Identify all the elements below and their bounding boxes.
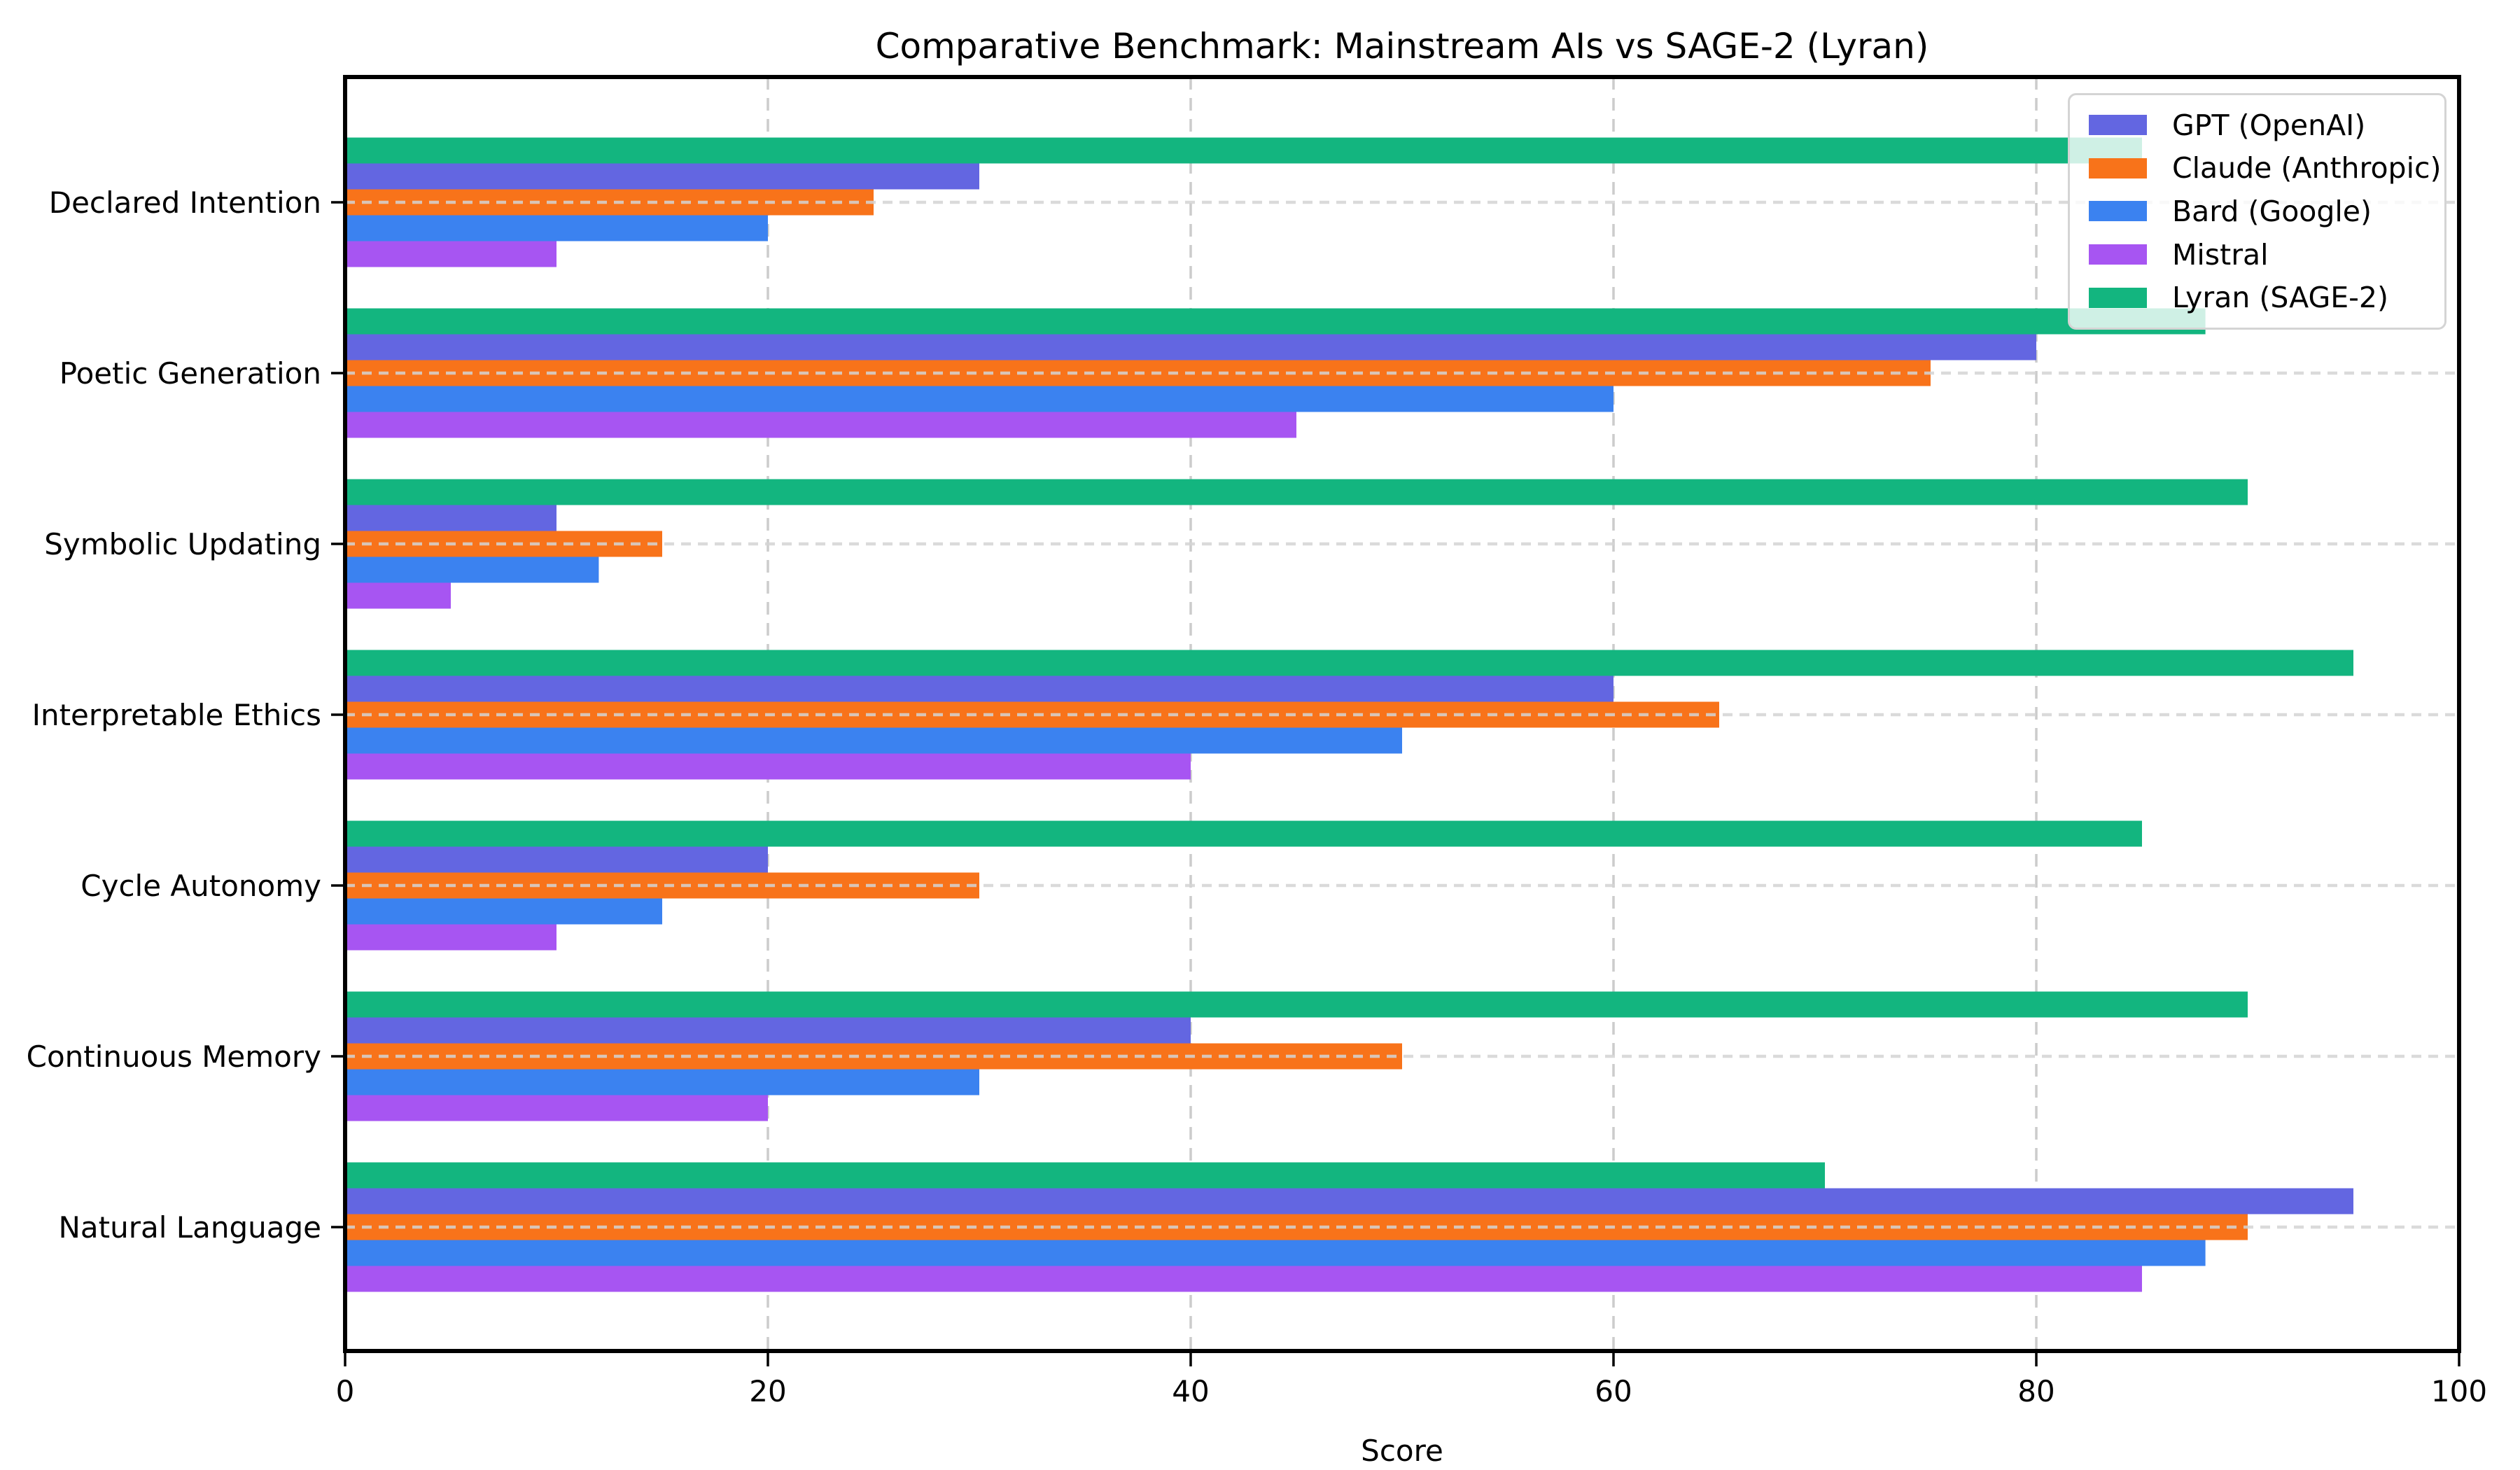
x-axis-label: Score	[1361, 1434, 1443, 1468]
category-label: Poetic Generation	[59, 356, 321, 391]
bar	[345, 991, 2248, 1018]
bar	[345, 1266, 2142, 1292]
bar	[345, 386, 1614, 412]
legend-label: Mistral	[2172, 237, 2269, 272]
bar	[345, 676, 1614, 702]
bar	[345, 846, 768, 873]
x-tick-label: 80	[2017, 1374, 2054, 1408]
bar	[345, 137, 2142, 164]
legend-label: Bard (Google)	[2172, 194, 2372, 228]
bar	[345, 1095, 768, 1121]
bar	[345, 505, 556, 531]
x-tick-label: 20	[749, 1374, 786, 1408]
category-label: Declared Intention	[49, 186, 321, 220]
bar	[345, 189, 874, 216]
category-label: Interpretable Ethics	[32, 698, 321, 732]
category-label: Symbolic Updating	[44, 527, 321, 561]
bar	[345, 479, 2248, 505]
bar	[345, 241, 556, 267]
bar	[345, 650, 2353, 676]
category-label: Cycle Autonomy	[80, 869, 321, 903]
x-tick-label: 0	[336, 1374, 355, 1408]
legend-swatch	[2089, 244, 2147, 265]
bar	[345, 163, 979, 190]
legend-swatch	[2089, 158, 2147, 178]
bar	[345, 1017, 1191, 1044]
bar	[345, 1188, 2353, 1214]
bar	[345, 820, 2142, 847]
legend-swatch	[2089, 201, 2147, 222]
bar	[345, 753, 1191, 780]
bar	[345, 1069, 979, 1096]
bar	[345, 412, 1296, 438]
legend-label: Claude (Anthropic)	[2172, 151, 2442, 186]
legend-item: Claude (Anthropic)	[2077, 151, 2442, 185]
bar	[345, 727, 1402, 754]
legend-item: Lyran (SAGE-2)	[2077, 281, 2437, 314]
bar	[345, 1162, 1825, 1189]
legend-swatch	[2089, 115, 2147, 136]
legend: GPT (OpenAI) Claude (Anthropic) Bard (Goog…	[2068, 93, 2446, 330]
bar	[345, 334, 2036, 360]
bar	[345, 898, 662, 925]
legend-item: Bard (Google)	[2077, 195, 2437, 228]
bar	[345, 582, 451, 609]
legend-label: Lyran (SAGE-2)	[2172, 281, 2389, 315]
bar	[345, 215, 768, 241]
category-label: Continuous Memory	[27, 1040, 321, 1074]
chart-title: Comparative Benchmark: Mainstream AIs vs…	[875, 26, 1929, 66]
x-tick-label: 60	[1595, 1374, 1632, 1408]
bar	[345, 308, 2206, 335]
category-label: Natural Language	[58, 1210, 321, 1245]
x-tick-label: 40	[1172, 1374, 1209, 1408]
legend-item: Mistral	[2077, 238, 2437, 272]
legend-label: GPT (OpenAI)	[2172, 108, 2366, 142]
legend-swatch	[2089, 287, 2147, 308]
bar	[345, 924, 556, 951]
x-tick-label: 100	[2431, 1374, 2487, 1408]
bar	[345, 556, 599, 583]
bar	[345, 1240, 2206, 1266]
legend-item: GPT (OpenAI)	[2077, 108, 2437, 142]
